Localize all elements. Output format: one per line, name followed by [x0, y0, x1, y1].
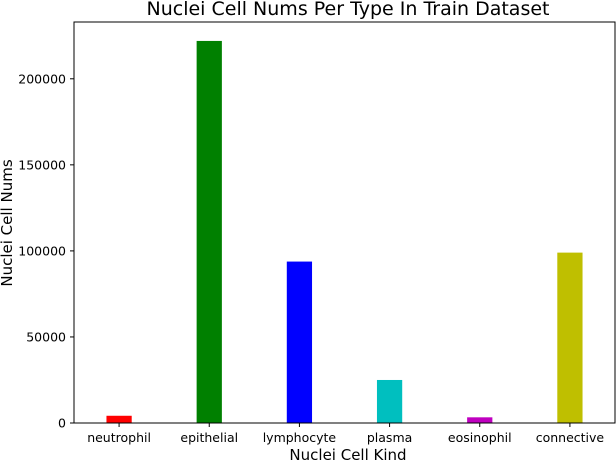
bar-eosinophil: [467, 417, 493, 423]
plot-frame: [73, 21, 616, 424]
bar-epithelial: [196, 40, 222, 423]
chart-title: Nuclei Cell Nums Per Type In Train Datas…: [147, 0, 550, 20]
y-tick-label-200000: 200000: [18, 71, 66, 86]
x-tick-label-epithelial: epithelial: [180, 430, 238, 445]
bar-neutrophil: [106, 415, 132, 423]
bar-plasma: [376, 379, 403, 423]
x-tick-label-neutrophil: neutrophil: [87, 430, 151, 445]
y-tick-label-50000: 50000: [26, 329, 66, 344]
x-tick-label-connective: connective: [536, 430, 605, 445]
x-tick-label-plasma: plasma: [367, 430, 412, 445]
y-axis-ticks: 0 50000 100000 150000 200000: [18, 71, 74, 431]
y-tick-label-150000: 150000: [18, 157, 66, 172]
x-tick-label-lymphocyte: lymphocyte: [263, 430, 337, 445]
bars-group: [106, 40, 583, 423]
bar-connective: [557, 252, 583, 423]
x-tick-label-eosinophil: eosinophil: [448, 430, 512, 445]
x-axis-ticks: neutrophil epithelial lymphocyte plasma eosi…: [87, 423, 604, 445]
x-axis-label: Nuclei Cell Kind: [289, 446, 406, 462]
bar-lymphocyte: [286, 261, 313, 423]
plot-area: 0 50000 100000 150000 200000 neutrophil epith…: [18, 21, 616, 445]
y-tick-label-0: 0: [58, 416, 66, 431]
y-axis-label: Nuclei Cell Nums: [0, 159, 16, 286]
y-tick-label-100000: 100000: [18, 243, 66, 258]
